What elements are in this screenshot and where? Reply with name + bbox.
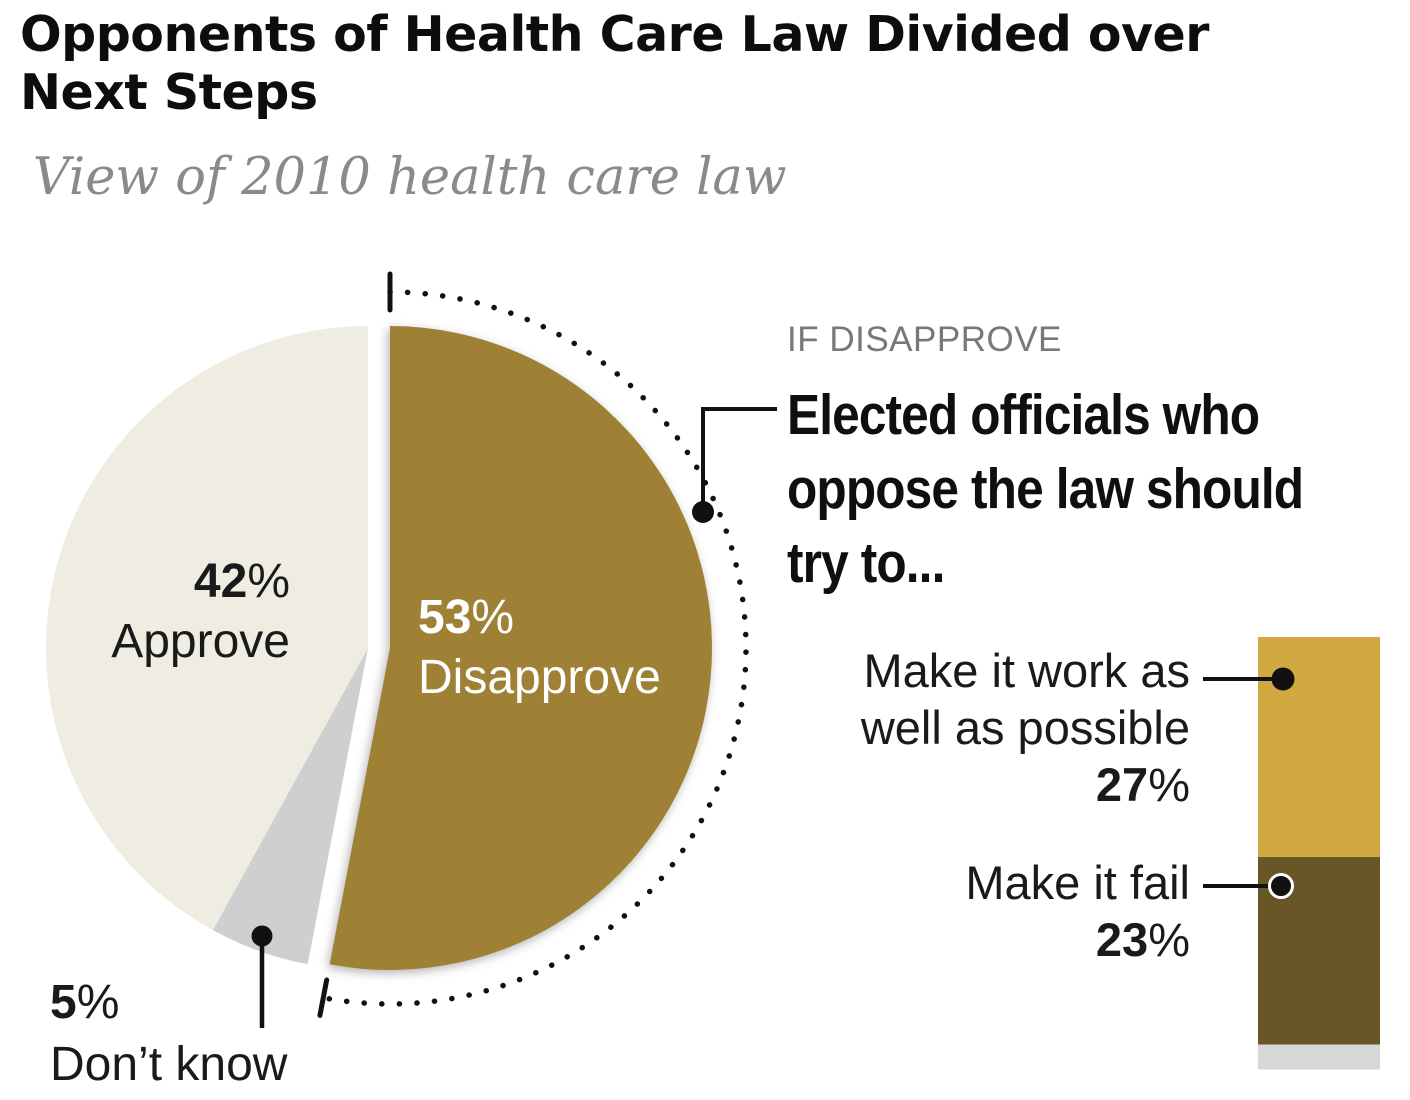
make-it-work-dot — [1271, 667, 1295, 691]
pie-label-disapprove: 53% Disapprove — [418, 588, 661, 708]
make-it-fail-dot — [1268, 873, 1294, 899]
arc-end-tick-bottom — [317, 977, 330, 1018]
pie-label-dontknow: 5% Don’t know — [50, 972, 287, 1096]
callout-text: Elected officials who oppose the law sho… — [787, 378, 1304, 600]
if-disapprove-kicker: IF DISAPPROVE — [787, 320, 1062, 359]
approve-percent: 42% — [193, 555, 290, 608]
callout-line1: Elected officials who — [787, 383, 1260, 447]
callout-line3: try to... — [787, 531, 945, 595]
pie-slice-disapprove — [329, 326, 712, 970]
make-it-work-line2: well as possible — [860, 701, 1190, 754]
make-it-fail-percent: 23% — [1095, 913, 1190, 966]
disapprove-text: Disapprove — [418, 651, 661, 704]
chart-title-line1: Opponents of Health Care Law Divided ove… — [20, 6, 1209, 63]
callout-leader-line — [701, 407, 777, 516]
bar-label-make-it-work: Make it work as well as possible 27% — [861, 642, 1190, 813]
pie-slice-don-t-know — [212, 648, 368, 965]
dontknow-percent: 5% — [50, 976, 120, 1029]
callout-line2: oppose the law should — [787, 457, 1304, 521]
chart-subtitle: View of 2010 health care law — [33, 148, 787, 207]
callout-dot — [692, 501, 714, 523]
dontknow-dot — [251, 925, 273, 947]
make-it-work-percent: 27% — [1095, 758, 1190, 811]
approve-text: Approve — [111, 615, 290, 668]
chart-title: Opponents of Health Care Law Divided ove… — [20, 6, 1209, 122]
dontknow-text: Don’t know — [50, 1038, 288, 1091]
bar-segment-rest-2 — [1258, 1044, 1380, 1070]
make-it-work-line1: Make it work as — [863, 644, 1190, 697]
pie-slice-approve — [45, 326, 368, 931]
pie-label-approve: 42% Approve — [111, 552, 290, 672]
bar-label-make-it-fail: Make it fail 23% — [965, 854, 1190, 968]
disapprove-percent: 53% — [418, 591, 515, 644]
chart-title-line2: Next Steps — [20, 64, 318, 121]
make-it-fail-line1: Make it fail — [965, 856, 1190, 909]
